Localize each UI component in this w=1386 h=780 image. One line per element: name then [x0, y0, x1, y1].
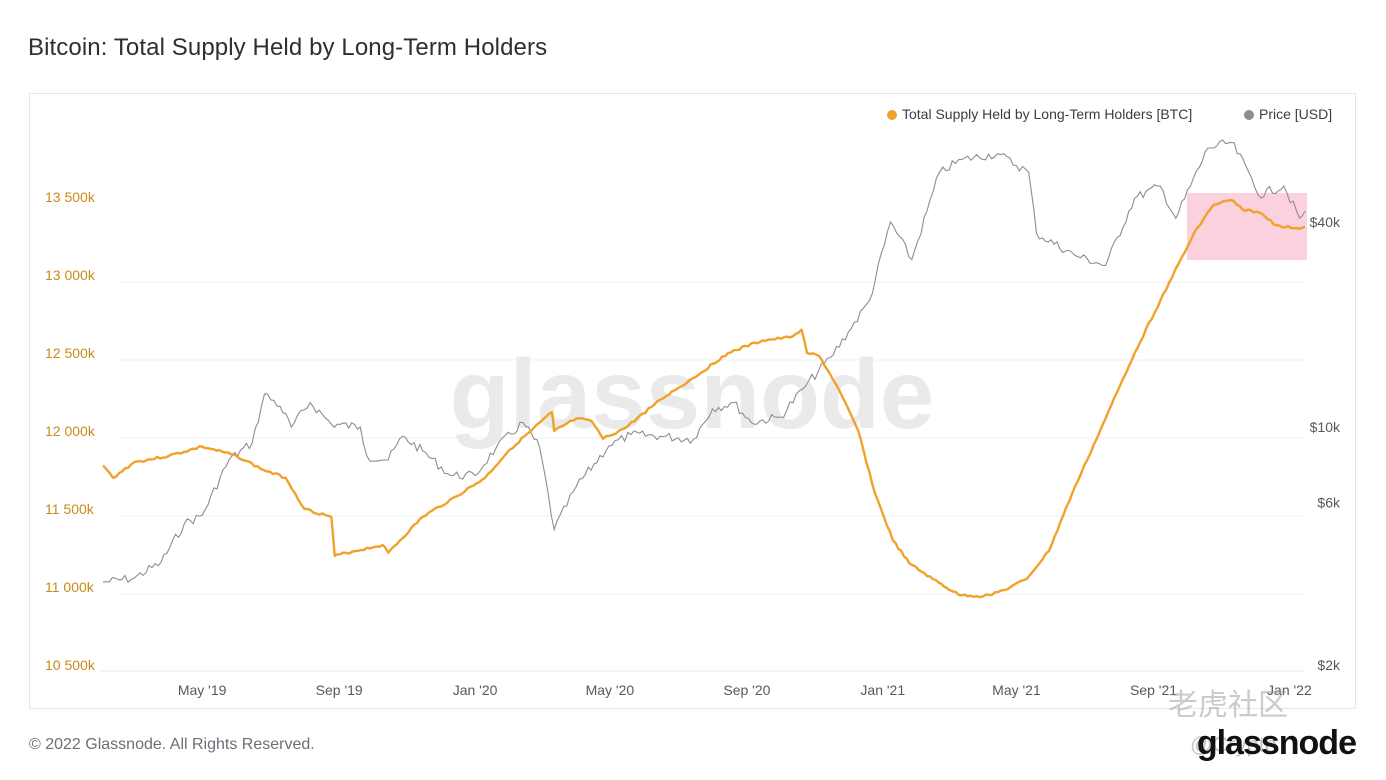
- x-tick-label: Jan '21: [860, 682, 905, 698]
- y-left-tick-label: 12 500k: [45, 345, 96, 361]
- y-left-tick-label: 12 000k: [45, 423, 96, 439]
- y-right-tick-label: $40k: [1310, 214, 1341, 230]
- x-tick-label: May '19: [178, 682, 227, 698]
- x-tick-label: May '20: [586, 682, 635, 698]
- legend-swatch-lth: [887, 110, 897, 120]
- y-right-tick-label: $6k: [1317, 495, 1341, 511]
- brand-logo: glassnode: [1196, 724, 1357, 762]
- y-left-tick-label: 11 500k: [45, 501, 95, 517]
- chart-title: Bitcoin: Total Supply Held by Long-Term …: [28, 34, 548, 61]
- grid: [100, 281, 1305, 672]
- legend-label-price: Price [USD]: [1259, 106, 1332, 122]
- legend-swatch-price: [1244, 110, 1254, 120]
- x-tick-label: Sep '20: [723, 682, 770, 698]
- y-right-tick-label: $2k: [1317, 657, 1341, 673]
- x-axis: May '19 Sep '19 Jan '20 May '20 Sep '20 Jan '…: [178, 682, 1312, 698]
- price-line: [102, 139, 1306, 584]
- legend: Total Supply Held by Long-Term Holders […: [887, 106, 1332, 122]
- y-left-tick-label: 10 500k: [45, 657, 96, 673]
- legend-label-lth: Total Supply Held by Long-Term Holders […: [902, 106, 1192, 122]
- copyright-footer: © 2022 Glassnode. All Rights Reserved.: [29, 736, 315, 753]
- community-handle: @Crypto: [1190, 732, 1278, 757]
- y-left-tick-label: 11 000k: [45, 579, 95, 595]
- y-left-tick-label: 13 000k: [45, 267, 96, 283]
- community-stamp: 老虎社区: [1168, 688, 1288, 723]
- y-right-tick-label: $10k: [1310, 419, 1341, 435]
- y-left-tick-label: 13 500k: [45, 189, 96, 205]
- chart-watermark: glassnode: [450, 339, 935, 449]
- lth-supply-line: [102, 198, 1306, 599]
- x-tick-label: Jan '20: [453, 682, 498, 698]
- y-axis-right: $2k $6k $10k $40k: [1310, 214, 1341, 673]
- y-axis-left: 10 500k 11 000k 11 500k 12 000k 12 500k 13 00…: [45, 189, 96, 673]
- series-lines: [102, 139, 1306, 599]
- x-tick-label: Sep '19: [316, 682, 363, 698]
- chart-panel: [29, 93, 1356, 709]
- x-tick-label: May '21: [992, 682, 1041, 698]
- x-tick-label: Jan '22: [1267, 682, 1312, 698]
- x-tick-label: Sep '21: [1130, 682, 1177, 698]
